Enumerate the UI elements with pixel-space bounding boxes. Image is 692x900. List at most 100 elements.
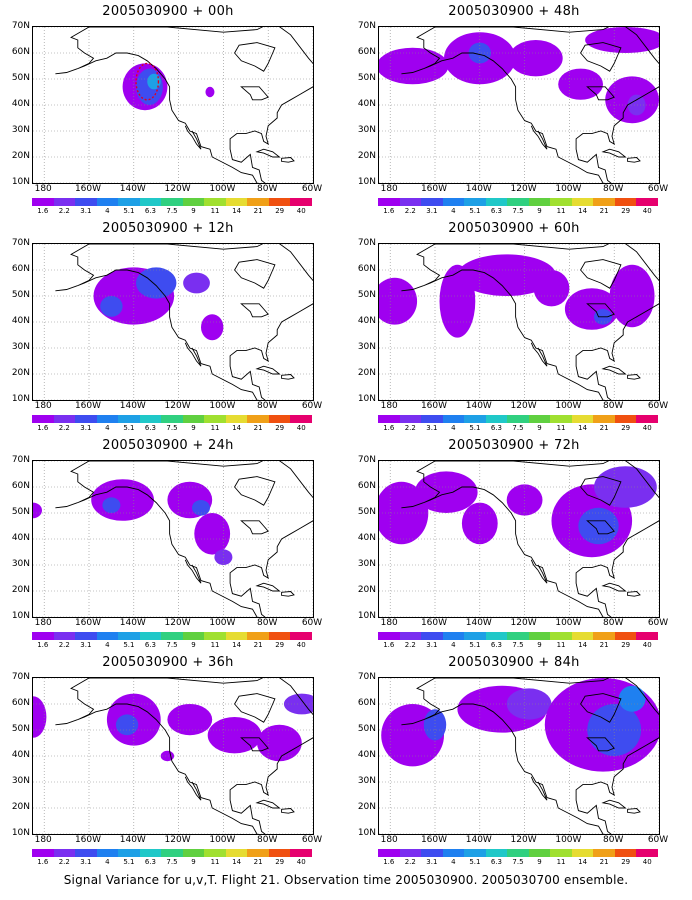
colorbar-level-label: 1.6 [37, 858, 49, 866]
colorbar-swatch [464, 198, 486, 206]
lon-tick-label: 60W [301, 835, 323, 845]
variance-region [618, 685, 646, 712]
variance-region [508, 40, 563, 77]
lat-tick-label: 40N [11, 750, 30, 760]
colorbar-swatch [507, 632, 529, 640]
colorbar [32, 198, 312, 206]
colorbar-level-label: 7.5 [512, 207, 524, 215]
colorbar [378, 198, 658, 206]
map-svg [33, 461, 313, 617]
colorbar-level-label: 7.5 [166, 641, 178, 649]
colorbar-level-label: 29 [621, 858, 631, 866]
coastline [401, 285, 424, 292]
coastline [401, 68, 424, 75]
colorbar-level-label: 3.1 [80, 858, 92, 866]
variance-region [160, 750, 175, 762]
lon-tick-label: 160W [420, 618, 448, 628]
lon-tick-label: 180 [34, 401, 52, 411]
colorbar-swatch [75, 849, 97, 857]
variance-region [115, 714, 139, 736]
coastline [184, 776, 202, 801]
variance-region [183, 272, 210, 294]
colorbar-swatch [32, 198, 54, 206]
coastline [601, 148, 627, 158]
variance-region [414, 471, 478, 513]
colorbar-level-label: 6.3 [490, 641, 503, 649]
colorbar-swatch [528, 632, 551, 640]
colorbar-swatch [182, 849, 205, 857]
lon-tick-label: 160W [420, 401, 448, 411]
lon-tick-label: 80W [257, 184, 278, 194]
lon-tick-label: 140W [465, 184, 492, 194]
lon-tick-label: 60W [301, 401, 323, 411]
colorbar-level-label: 40 [296, 207, 306, 215]
colorbar-level-label: 4 [105, 858, 110, 866]
lon-tick-label: 140W [465, 618, 492, 628]
colorbar-swatch [550, 849, 572, 857]
colorbar-level-label: 7.5 [512, 858, 524, 866]
lon-tick-label: 100W [555, 835, 582, 845]
variance-region [33, 696, 47, 738]
colorbar [32, 632, 312, 640]
colorbar-level-label: 7.5 [166, 207, 178, 215]
lon-tick-label: 100W [209, 835, 236, 845]
lon-tick-label: 140W [119, 835, 146, 845]
variance-region [558, 68, 603, 100]
map-svg [33, 678, 313, 834]
colorbar-level-label: 4 [451, 424, 456, 432]
colorbar-level-label: 29 [275, 424, 285, 432]
lat-tick-label: 10N [357, 828, 376, 838]
colorbar-level-label: 5.1 [123, 207, 135, 215]
colorbar-level-label: 1.6 [37, 207, 49, 215]
colorbar-swatch [139, 198, 162, 206]
colorbar-level-label: 14 [232, 641, 242, 649]
lon-tick-label: 60W [647, 618, 669, 628]
colorbar-swatch [399, 198, 422, 206]
lat-tick-label: 20N [11, 368, 30, 378]
lat-tick-label: 60N [11, 698, 30, 708]
lon-tick-label: 80W [603, 401, 624, 411]
lat-tick-label: 30N [11, 342, 30, 352]
colorbar-level-label: 40 [296, 641, 306, 649]
colorbar-level-label: 3.1 [426, 858, 438, 866]
colorbar-swatch [204, 632, 226, 640]
lon-tick-label: 120W [510, 618, 537, 628]
colorbar-swatch [636, 632, 658, 640]
map-svg [379, 244, 659, 400]
colorbar-swatch [290, 632, 312, 640]
colorbar-level-label: 3.1 [426, 641, 438, 649]
lon-tick-label: 100W [209, 184, 236, 194]
lon-tick-label: 100W [555, 184, 582, 194]
lat-tick-label: 70N [11, 21, 30, 31]
colorbar-swatch [464, 415, 486, 423]
colorbar-level-label: 11 [210, 858, 220, 866]
coastline [255, 799, 281, 809]
variance-region [91, 479, 154, 521]
colorbar-level-label: 4 [105, 207, 110, 215]
panel-title: 2005030900 + 24h [102, 438, 234, 453]
colorbar-swatch [182, 632, 205, 640]
coastline [234, 42, 276, 72]
map-plot-area [32, 243, 314, 401]
colorbar-level-label: 2.2 [58, 858, 70, 866]
colorbar-level-label: 3.1 [80, 424, 92, 432]
colorbar-level-label: 14 [578, 424, 588, 432]
colorbar-level-label: 1.6 [383, 641, 395, 649]
lon-tick-label: 60W [647, 401, 669, 411]
colorbar-swatch [614, 415, 637, 423]
colorbar-level-label: 2.2 [58, 641, 70, 649]
colorbar-swatch [485, 198, 508, 206]
variance-region [461, 502, 498, 545]
colorbar-level-label: 40 [642, 641, 652, 649]
coastline [255, 148, 281, 158]
coastline [70, 461, 313, 617]
colorbar-swatch [399, 849, 422, 857]
lat-tick-label: 50N [11, 73, 30, 83]
coastline [530, 559, 548, 584]
lon-tick-label: 180 [380, 184, 398, 194]
coastline [627, 808, 641, 814]
map-panel-p72: 2005030900 + 72h 70N 60N 50N 40N 30N 20N 10N 180… [354, 438, 674, 649]
coastline [416, 27, 659, 183]
colorbar-level-label: 4 [451, 641, 456, 649]
coastline [184, 125, 202, 150]
